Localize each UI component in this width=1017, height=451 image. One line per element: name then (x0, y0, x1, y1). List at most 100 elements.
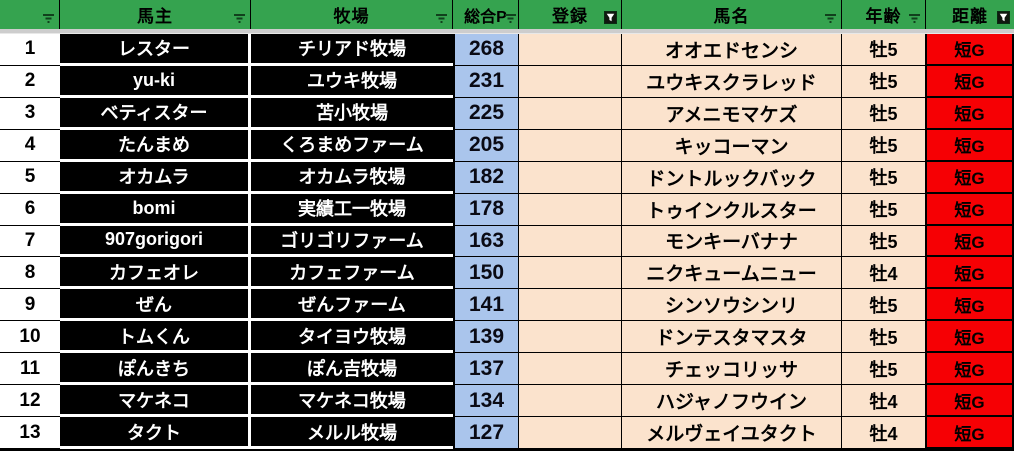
horse-name-cell[interactable]: ドンテスタマスタ (622, 321, 842, 354)
distance-cell[interactable]: 短G (926, 97, 1014, 130)
registration-cell[interactable] (519, 34, 622, 66)
header-cell-horse[interactable]: 馬名 (622, 0, 842, 29)
farm-cell[interactable]: くろまめファーム (251, 129, 453, 162)
farm-cell[interactable]: ぽん吉牧場 (251, 353, 453, 386)
distance-cell[interactable]: 短G (926, 225, 1014, 258)
row-number-cell[interactable]: 2 (0, 65, 60, 98)
row-number-cell[interactable]: 1 (0, 34, 60, 66)
age-cell[interactable]: 牡5 (842, 193, 926, 226)
owner-cell[interactable]: ぽんきち (60, 353, 251, 386)
horse-name-cell[interactable]: トゥインクルスター (622, 193, 842, 226)
points-cell[interactable]: 225 (453, 97, 519, 130)
filter-dropdown-button[interactable] (434, 10, 449, 25)
registration-cell[interactable] (519, 97, 622, 130)
row-number-cell[interactable]: 3 (0, 97, 60, 130)
filter-dropdown-button[interactable] (907, 10, 922, 25)
distance-cell[interactable]: 短G (926, 161, 1014, 194)
age-cell[interactable]: 牡4 (842, 417, 926, 449)
distance-cell[interactable]: 短G (926, 321, 1014, 354)
distance-cell[interactable]: 短G (926, 289, 1014, 322)
points-cell[interactable]: 137 (453, 353, 519, 386)
registration-cell[interactable] (519, 65, 622, 98)
points-cell[interactable]: 139 (453, 321, 519, 354)
row-number-cell[interactable]: 6 (0, 193, 60, 226)
horse-name-cell[interactable]: モンキーバナナ (622, 225, 842, 258)
age-cell[interactable]: 牡5 (842, 225, 926, 258)
horse-name-cell[interactable]: ドントルックバック (622, 161, 842, 194)
farm-cell[interactable]: メルル牧場 (251, 417, 453, 449)
points-cell[interactable]: 163 (453, 225, 519, 258)
age-cell[interactable]: 牡5 (842, 97, 926, 130)
registration-cell[interactable] (519, 225, 622, 258)
horse-name-cell[interactable]: オオエドセンシ (622, 34, 842, 66)
farm-cell[interactable]: マケネコ牧場 (251, 385, 453, 418)
row-number-cell[interactable]: 8 (0, 257, 60, 290)
owner-cell[interactable]: マケネコ (60, 385, 251, 418)
farm-cell[interactable]: オカムラ牧場 (251, 161, 453, 194)
horse-name-cell[interactable]: シンソウシンリ (622, 289, 842, 322)
header-cell-registration[interactable]: 登録 (519, 0, 622, 29)
age-cell[interactable]: 牡5 (842, 129, 926, 162)
farm-cell[interactable]: 苫小牧場 (251, 97, 453, 130)
row-number-cell[interactable]: 4 (0, 129, 60, 162)
age-cell[interactable]: 牡5 (842, 34, 926, 66)
owner-cell[interactable]: 907gorigori (60, 225, 251, 258)
row-number-cell[interactable]: 11 (0, 353, 60, 386)
points-cell[interactable]: 231 (453, 65, 519, 98)
owner-cell[interactable]: yu-ki (60, 65, 251, 98)
farm-cell[interactable]: ユウキ牧場 (251, 65, 453, 98)
owner-cell[interactable]: bomi (60, 193, 251, 226)
owner-cell[interactable]: レスター (60, 34, 251, 66)
owner-cell[interactable]: たんまめ (60, 129, 251, 162)
horse-name-cell[interactable]: ユウキスクラレッド (622, 65, 842, 98)
points-cell[interactable]: 268 (453, 34, 519, 66)
distance-cell[interactable]: 短G (926, 257, 1014, 290)
horse-name-cell[interactable]: キッコーマン (622, 129, 842, 162)
points-cell[interactable]: 178 (453, 193, 519, 226)
distance-cell[interactable]: 短G (926, 193, 1014, 226)
registration-cell[interactable] (519, 289, 622, 322)
header-cell-rank[interactable] (0, 0, 60, 29)
row-number-cell[interactable]: 7 (0, 225, 60, 258)
points-cell[interactable]: 127 (453, 417, 519, 449)
points-cell[interactable]: 134 (453, 385, 519, 418)
header-cell-distance[interactable]: 距離 (926, 0, 1014, 29)
header-cell-age[interactable]: 年齢 (842, 0, 926, 29)
registration-cell[interactable] (519, 417, 622, 449)
age-cell[interactable]: 牡5 (842, 65, 926, 98)
owner-cell[interactable]: オカムラ (60, 161, 251, 194)
row-number-cell[interactable]: 13 (0, 417, 60, 449)
points-cell[interactable]: 141 (453, 289, 519, 322)
owner-cell[interactable]: タクト (60, 417, 251, 449)
registration-cell[interactable] (519, 193, 622, 226)
points-cell[interactable]: 150 (453, 257, 519, 290)
row-number-cell[interactable]: 12 (0, 385, 60, 418)
row-number-cell[interactable]: 10 (0, 321, 60, 354)
farm-cell[interactable]: チリアド牧場 (251, 34, 453, 66)
distance-cell[interactable]: 短G (926, 353, 1014, 386)
age-cell[interactable]: 牡4 (842, 257, 926, 290)
filter-dropdown-button[interactable] (232, 10, 247, 25)
distance-cell[interactable]: 短G (926, 385, 1014, 418)
distance-cell[interactable]: 短G (926, 417, 1014, 449)
registration-cell[interactable] (519, 161, 622, 194)
farm-cell[interactable]: ゴリゴリファーム (251, 225, 453, 258)
horse-name-cell[interactable]: アメニモマケズ (622, 97, 842, 130)
owner-cell[interactable]: ベティスター (60, 97, 251, 130)
row-number-cell[interactable]: 5 (0, 161, 60, 194)
header-cell-points[interactable]: 総合P (453, 0, 519, 29)
registration-cell[interactable] (519, 257, 622, 290)
farm-cell[interactable]: ぜんファーム (251, 289, 453, 322)
distance-cell[interactable]: 短G (926, 65, 1014, 98)
row-number-cell[interactable]: 9 (0, 289, 60, 322)
distance-cell[interactable]: 短G (926, 129, 1014, 162)
registration-cell[interactable] (519, 321, 622, 354)
registration-cell[interactable] (519, 353, 622, 386)
registration-cell[interactable] (519, 129, 622, 162)
age-cell[interactable]: 牡5 (842, 289, 926, 322)
filter-dropdown-button[interactable] (503, 10, 518, 25)
farm-cell[interactable]: 実績工一牧場 (251, 193, 453, 226)
age-cell[interactable]: 牡5 (842, 161, 926, 194)
owner-cell[interactable]: ぜん (60, 289, 251, 322)
header-cell-owner[interactable]: 馬主 (60, 0, 251, 29)
